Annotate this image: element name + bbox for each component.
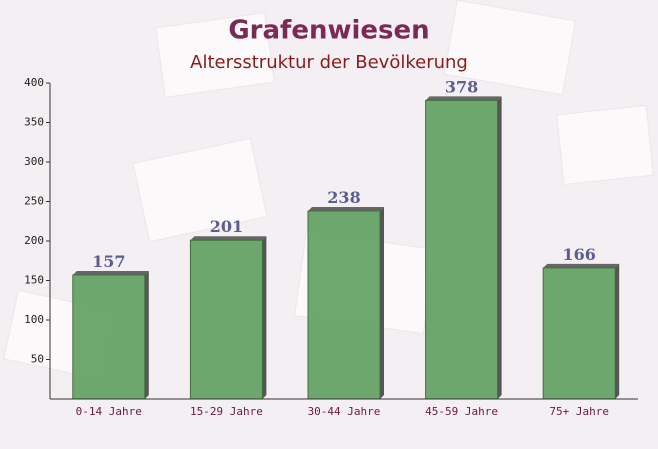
bar-shadow [262, 236, 267, 399]
y-tick-label: 50 [31, 353, 44, 366]
bar [425, 99, 499, 400]
bar-shadow [497, 96, 502, 399]
bar [307, 210, 381, 400]
y-tick-label: 200 [24, 234, 44, 247]
bar [189, 239, 263, 400]
bar-shadow [543, 263, 620, 268]
y-tick-label: 300 [24, 155, 44, 168]
bar-shadow [380, 206, 384, 399]
chart-subtitle: Altersstruktur der Bevölkerung [190, 52, 468, 73]
bar-shadow [425, 96, 502, 101]
plot: 50 100 150 200 250 300 350 400 0-14 Jahre 157 15-2… [24, 76, 620, 418]
y-tick-label: 250 [24, 195, 44, 208]
y-tick-label: 350 [24, 116, 44, 129]
y-tick-label: 150 [24, 274, 44, 287]
chart-title: Grafenwiesen [228, 16, 429, 46]
x-tick-label: 45-59 Jahre [425, 405, 498, 418]
value-label: 157 [92, 252, 125, 271]
bar [542, 267, 616, 400]
value-label: 166 [562, 245, 595, 264]
value-label: 238 [327, 188, 360, 207]
bar-shadow [144, 270, 149, 399]
value-label: 378 [445, 77, 478, 96]
value-label: 201 [210, 217, 243, 236]
x-tick-label: 15-29 Jahre [190, 405, 263, 418]
bar-shadow [190, 236, 267, 241]
x-tick-label: 30-44 Jahre [308, 405, 381, 418]
x-tick-label: 75+ Jahre [549, 405, 609, 418]
y-tick-label: 400 [24, 76, 44, 89]
bar-shadow [308, 206, 384, 211]
y-tick-label: 100 [24, 313, 44, 326]
x-tick-label: 0-14 Jahre [76, 405, 142, 418]
bar-shadow [72, 270, 149, 275]
bar-shadow [615, 263, 620, 399]
bar [72, 274, 146, 400]
